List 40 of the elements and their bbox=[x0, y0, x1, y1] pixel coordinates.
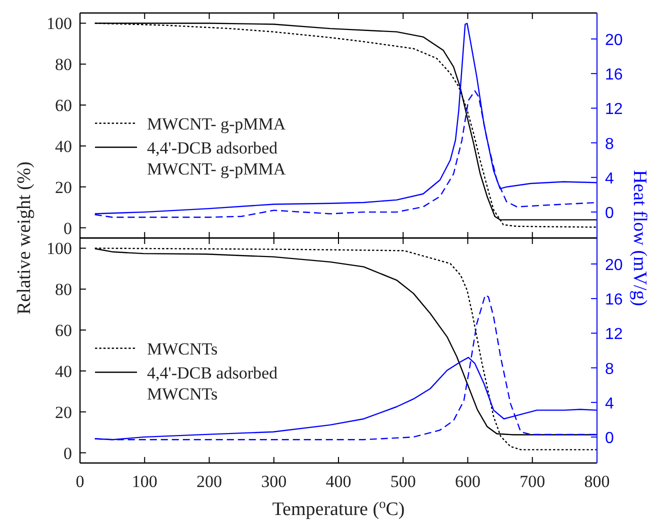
y2-tick-label: 8 bbox=[605, 136, 614, 153]
x-tick-label: 100 bbox=[132, 472, 158, 491]
x-tick-label: 0 bbox=[76, 472, 84, 491]
y2-tick-label: 16 bbox=[605, 66, 623, 84]
y2-tick-label: 20 bbox=[605, 32, 623, 49]
y-tick-label: 100 bbox=[46, 239, 72, 258]
x-tick-label: 300 bbox=[261, 472, 287, 491]
x-tick-label: 800 bbox=[584, 472, 610, 491]
x-tick-label: 500 bbox=[390, 472, 416, 491]
y-tick-label: 40 bbox=[55, 362, 72, 381]
x-tick-label: 700 bbox=[520, 472, 546, 491]
legend-label: 4,4'-DCB adsorbed MWCNT- g-pMMA bbox=[147, 138, 286, 178]
y2-tick-label: 4 bbox=[605, 170, 614, 188]
legend-label: MWCNTs bbox=[147, 339, 218, 358]
y-tick-label: 80 bbox=[55, 55, 72, 74]
y2-tick-label: 12 bbox=[605, 326, 623, 344]
y-tick-label: 40 bbox=[55, 136, 72, 156]
y2-tick-label: 0 bbox=[605, 205, 614, 222]
y-tick-label: 20 bbox=[55, 402, 72, 422]
y2-axis-title: Heat flow (mV/g) bbox=[629, 170, 650, 306]
x-tick-label: 600 bbox=[455, 472, 480, 491]
y2-tick-label: 0 bbox=[605, 430, 614, 448]
y2-tick-label: 8 bbox=[605, 360, 614, 378]
x-axis-title: Temperature ($^{o}$C) bbox=[272, 496, 405, 520]
x-tick-label: 200 bbox=[196, 472, 222, 491]
legend-label: 4,4'-DCB adsorbed MWCNTs bbox=[147, 363, 278, 404]
y-tick-label: 0 bbox=[64, 218, 72, 238]
legend-label: MWCNT- g-pMMA bbox=[147, 114, 286, 134]
y2-tick-label: 4 bbox=[605, 395, 614, 412]
y-tick-label: 60 bbox=[55, 96, 72, 116]
y-tick-label: 80 bbox=[55, 280, 72, 300]
y2-tick-label: 20 bbox=[605, 256, 623, 274]
y-tick-label: 60 bbox=[55, 321, 72, 340]
y2-tick-label: 12 bbox=[605, 101, 623, 118]
y-tick-label: 100 bbox=[46, 14, 72, 34]
y2-tick-label: 16 bbox=[605, 292, 623, 309]
x-tick-label: 400 bbox=[326, 472, 352, 491]
y-axis-title: Relative weight (%) bbox=[14, 161, 35, 315]
y-tick-label: 20 bbox=[55, 178, 72, 197]
y-tick-label: 0 bbox=[64, 444, 72, 463]
